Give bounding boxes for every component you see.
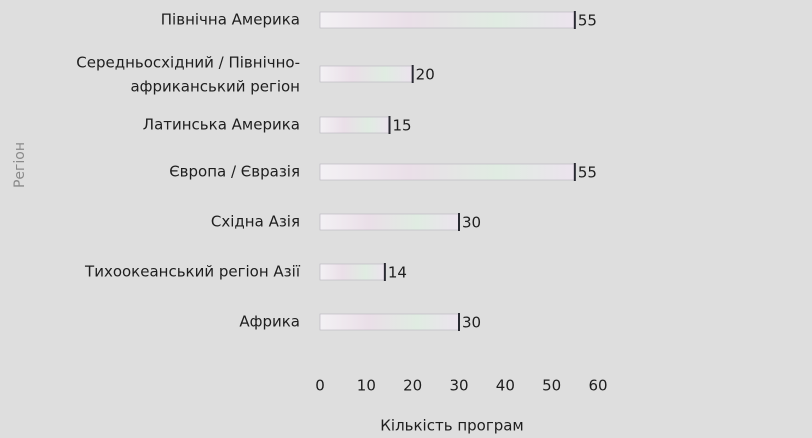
value-label: 20: [416, 66, 435, 84]
value-label: 14: [388, 264, 407, 282]
y-tick-label: Тихоокеанський регіон Азії: [84, 263, 301, 281]
bar: [319, 213, 460, 231]
y-tick-label: африканський регіон: [130, 78, 300, 96]
y-tick-label: Східна Азія: [211, 213, 300, 231]
x-tick-label: 30: [449, 377, 468, 395]
x-tick-label: 10: [357, 377, 376, 395]
x-tick-label: 20: [403, 377, 422, 395]
bar: [319, 11, 576, 29]
value-label: 15: [393, 117, 412, 135]
y-tick-label: Європа / Євразія: [169, 163, 300, 181]
y-tick-label: Латинська Америка: [143, 116, 300, 134]
x-tick-label: 40: [496, 377, 515, 395]
y-tick-label: Середньосхідний / Північно-: [76, 54, 300, 72]
x-tick-label: 50: [542, 377, 561, 395]
bar: [319, 65, 413, 83]
x-tick-label: 60: [588, 377, 607, 395]
bar: [319, 263, 386, 281]
value-label: 55: [578, 164, 597, 182]
x-tick-label: 0: [315, 377, 325, 395]
x-axis-label: Кількість програм: [380, 417, 523, 435]
y-tick-label: Африка: [239, 313, 300, 331]
bar: [319, 116, 390, 134]
value-label: 55: [578, 12, 597, 30]
bar: [319, 163, 576, 181]
y-tick-label: Північна Америка: [161, 11, 300, 29]
value-label: 30: [462, 214, 481, 232]
value-label: 30: [462, 314, 481, 332]
bar: [319, 313, 460, 331]
y-axis-label: Регіон: [12, 142, 28, 188]
